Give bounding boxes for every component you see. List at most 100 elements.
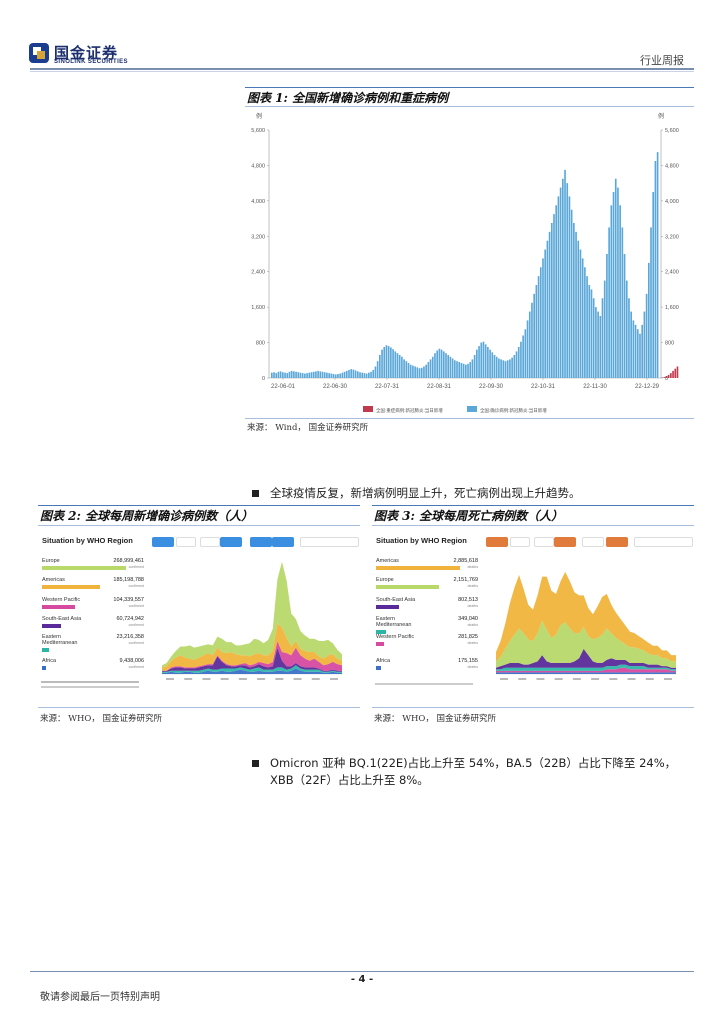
figure3-region-value: 2,151,769 bbox=[453, 577, 478, 583]
figure1-bar-confirmed bbox=[416, 367, 419, 378]
figure1-bar-confirmed bbox=[506, 360, 509, 378]
figure1-xtick-label: 22-07-31 bbox=[375, 384, 400, 390]
figure2-region-value: 9,438,006 bbox=[119, 658, 144, 664]
figure2-region-name: Eastern Mediterranean bbox=[42, 634, 78, 646]
figure2-region-name: Europe bbox=[42, 558, 60, 564]
figure1-ytick-label: 2,400 bbox=[251, 270, 265, 276]
figure1-bar-confirmed bbox=[482, 341, 485, 378]
figure1-ytick-label: 4,800 bbox=[251, 163, 265, 169]
figure1-unit-left: 例 bbox=[256, 112, 262, 120]
figure1-bar-confirmed bbox=[469, 362, 472, 378]
figure1-bar-confirmed bbox=[480, 342, 483, 378]
figure3-region-bar bbox=[376, 585, 439, 589]
figure1-xtick-label: 22-12-29 bbox=[635, 384, 660, 390]
figure3-toggle-6[interactable] bbox=[606, 537, 628, 547]
figure3-panel-title: Situation by WHO Region bbox=[376, 536, 467, 545]
figure3-area-south-east-asia bbox=[496, 648, 676, 670]
figure1-bar-confirmed bbox=[462, 363, 465, 378]
figure3-xtick-label bbox=[609, 678, 618, 680]
figure1-bar-confirmed bbox=[517, 347, 520, 378]
figure2-toggle-4[interactable] bbox=[220, 537, 242, 547]
figure1-bar-confirmed bbox=[650, 227, 652, 378]
footer-divider bbox=[30, 971, 694, 972]
figure3-region-value: 349,040 bbox=[458, 616, 478, 622]
figure3-top-rule bbox=[372, 505, 694, 506]
figure1-ytick-label-right: 4,800 bbox=[665, 163, 679, 169]
figure1-bar-confirmed bbox=[321, 371, 324, 378]
figure1-bar-confirmed bbox=[553, 214, 555, 378]
figure3-toggle-5[interactable] bbox=[582, 537, 604, 547]
figure3-dropdown[interactable] bbox=[634, 537, 693, 547]
figure1-bar-confirmed bbox=[584, 267, 586, 378]
figure1-bar-confirmed bbox=[550, 223, 553, 378]
figure2-top-rule bbox=[38, 505, 360, 506]
figure2-area-south-east-asia bbox=[162, 647, 342, 672]
figure1-ytick-label-right: 800 bbox=[665, 341, 674, 347]
figure1-bar-confirmed bbox=[361, 372, 364, 378]
figure2-region-name: Americas bbox=[42, 577, 65, 583]
figure3-toggle-2[interactable] bbox=[510, 537, 530, 547]
document-type: 行业周报 bbox=[640, 54, 684, 67]
figure2-toggle-5[interactable] bbox=[250, 537, 272, 547]
figure2-xtick-label bbox=[166, 678, 174, 680]
figure1-bar-confirmed bbox=[568, 196, 571, 378]
figure1-bar-confirmed bbox=[493, 354, 496, 378]
figure1-ytick-label-right: 5,600 bbox=[665, 128, 679, 134]
figure1-bar-confirmed bbox=[409, 364, 412, 378]
figure1-bar-confirmed bbox=[652, 192, 655, 378]
figure1-bar-confirmed bbox=[341, 372, 344, 378]
figure1-bar-confirmed bbox=[654, 161, 657, 378]
figure1-bar-confirmed bbox=[524, 329, 527, 378]
figure1-bar-confirmed bbox=[592, 298, 595, 378]
figure1-bar-confirmed bbox=[451, 358, 454, 378]
figure2-toggle-3[interactable] bbox=[200, 537, 220, 547]
figure1-bar-confirmed bbox=[339, 373, 341, 378]
figure1-bar-confirmed bbox=[337, 374, 339, 378]
figure1-bar-confirmed bbox=[405, 361, 408, 378]
figure1-bar-confirmed bbox=[407, 362, 410, 378]
figure1-bar-confirmed bbox=[606, 254, 608, 378]
figure1-bar-confirmed bbox=[442, 351, 445, 378]
figure3-toggle-4[interactable] bbox=[554, 537, 576, 547]
figure1-bar-severe bbox=[670, 373, 672, 378]
figure3-region-sub: deaths bbox=[467, 604, 478, 608]
figure2-area-europe bbox=[162, 561, 342, 668]
figure1-bar-confirmed bbox=[275, 373, 278, 378]
figure1-source: 来源： Wind， 国金证券研究所 bbox=[247, 423, 369, 433]
figure1-bar-confirmed bbox=[564, 169, 566, 378]
figure1-bar-confirmed bbox=[290, 370, 293, 378]
figure1-bar-confirmed bbox=[548, 231, 551, 378]
figure1-bar-confirmed bbox=[473, 354, 476, 378]
figure1-bar-severe bbox=[676, 366, 679, 378]
figure2-toggle-1[interactable] bbox=[152, 537, 174, 547]
figure3-xtick-label bbox=[664, 678, 672, 680]
figure1-bar-confirmed bbox=[634, 324, 637, 378]
figure1-bar-confirmed bbox=[515, 351, 518, 378]
figure3-xtick-label bbox=[554, 678, 563, 680]
figure1-bar-confirmed bbox=[491, 352, 494, 378]
figure1-bar-confirmed bbox=[614, 178, 617, 378]
figure1-bar-confirmed bbox=[632, 320, 635, 378]
figure2-chart bbox=[162, 561, 342, 680]
figure1-bar-confirmed bbox=[526, 320, 529, 378]
figure3-toggle-1[interactable] bbox=[486, 537, 508, 547]
figure2-area-africa bbox=[162, 668, 342, 674]
figure1-bar-confirmed bbox=[403, 359, 405, 378]
figure1-bar-confirmed bbox=[643, 311, 646, 378]
figure1-bar-confirmed bbox=[414, 366, 416, 378]
figure3-xtick-label bbox=[572, 678, 581, 680]
figure2-region-value: 23,216,358 bbox=[116, 634, 144, 640]
figure2-note-line-2 bbox=[41, 686, 139, 688]
figure1-bar-confirmed bbox=[277, 371, 280, 378]
figure1-bar-confirmed bbox=[332, 374, 335, 378]
figure3-region-sub: deaths bbox=[467, 641, 478, 645]
figure2-toggle-2[interactable] bbox=[176, 537, 196, 547]
figure1-bar-confirmed bbox=[273, 372, 275, 378]
figure2-region-sub: confirmed bbox=[128, 641, 144, 645]
figure2-toggle-6[interactable] bbox=[272, 537, 294, 547]
figure1-bar-confirmed bbox=[436, 350, 438, 378]
figure2-dropdown[interactable] bbox=[300, 537, 359, 547]
figure1-bar-confirmed bbox=[301, 373, 304, 378]
figure3-region-name: Americas bbox=[376, 558, 399, 564]
figure3-toggle-3[interactable] bbox=[534, 537, 554, 547]
